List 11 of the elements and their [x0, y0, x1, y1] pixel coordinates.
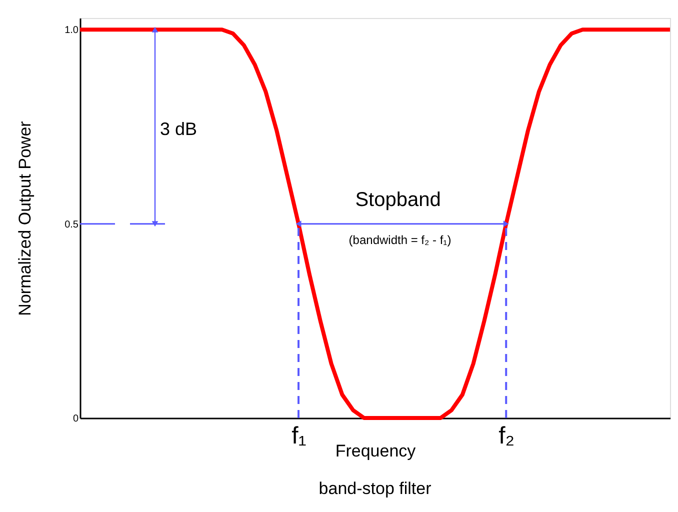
annotation: 3 dB [160, 119, 198, 139]
x-tick-label: f₂ [498, 422, 515, 450]
y-tick-label: 0 [72, 414, 79, 424]
annotation: Stopband [355, 189, 441, 211]
x-axis-title: Frequency [335, 442, 416, 460]
x-tick-label: f₁ [292, 422, 306, 450]
y-tick-label: 0.5 [64, 219, 79, 230]
y-tick-label: 1.0 [64, 25, 79, 36]
y-axis-title: Normalized Output Power [16, 120, 35, 316]
annotation: (bandwidth = f₂ - f₁) [348, 233, 452, 247]
text: band-stop filter [318, 479, 432, 498]
